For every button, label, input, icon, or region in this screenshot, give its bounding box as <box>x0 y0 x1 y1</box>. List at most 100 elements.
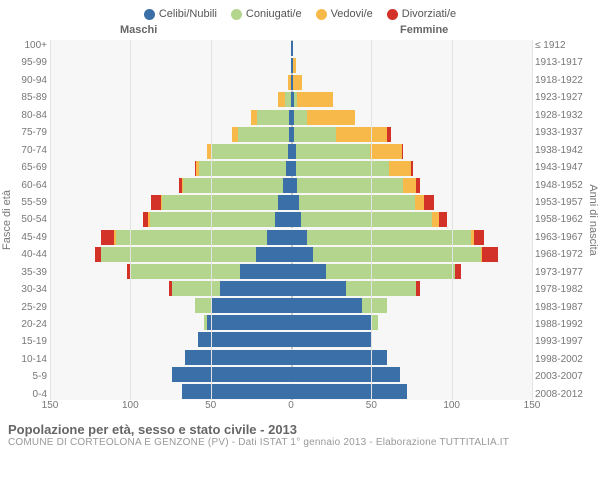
bar-segment-divorziati <box>474 230 484 245</box>
male-bar <box>50 144 291 159</box>
birth-label: 1998-2002 <box>535 354 586 365</box>
male-bar <box>50 178 291 193</box>
female-bar <box>291 92 532 107</box>
age-row <box>50 91 532 108</box>
x-tick-label: 100 <box>122 400 139 411</box>
legend-label: Celibi/Nubili <box>159 8 217 20</box>
bar-segment-vedovi <box>403 178 416 193</box>
male-bar <box>50 41 291 56</box>
legend-item-celibi: Celibi/Nubili <box>144 8 217 20</box>
legend-item-coniugati: Coniugati/e <box>231 8 302 20</box>
gridline <box>371 40 372 400</box>
birth-label: 1938-1942 <box>535 145 586 156</box>
age-label: 80-84 <box>14 110 47 121</box>
bar-segment-coniugati <box>294 110 307 125</box>
age-label: 15-19 <box>14 336 47 347</box>
birth-label: 1953-1957 <box>535 197 586 208</box>
bar-segment-celibi <box>185 350 291 365</box>
male-bar <box>50 350 291 365</box>
header-female: Femmine <box>400 24 448 36</box>
bar-segment-celibi <box>275 212 291 227</box>
age-row <box>50 349 532 366</box>
bar-segment-coniugati <box>211 144 288 159</box>
bars-container <box>50 40 532 400</box>
bar-segment-celibi <box>291 264 326 279</box>
female-bar <box>291 350 532 365</box>
age-row <box>50 177 532 194</box>
bar-segment-celibi <box>267 230 291 245</box>
bar-segment-vedovi <box>415 195 425 210</box>
chart-footer: Popolazione per età, sesso e stato civil… <box>0 416 600 456</box>
bar-segment-coniugati <box>195 298 211 313</box>
x-axis-labels: 15010050050100150 <box>50 400 532 416</box>
bar-segment-coniugati <box>238 127 289 142</box>
legend-swatch <box>316 9 327 20</box>
age-label: 95-99 <box>14 57 47 68</box>
birth-label: ≤ 1912 <box>535 40 586 51</box>
birth-label: 2003-2007 <box>535 371 586 382</box>
bar-segment-divorziati <box>387 127 390 142</box>
female-bar <box>291 384 532 399</box>
bar-segment-celibi <box>291 195 299 210</box>
age-row <box>50 74 532 91</box>
age-label: 60-64 <box>14 180 47 191</box>
plot-area <box>50 40 532 400</box>
gridline <box>130 40 131 400</box>
header-male: Maschi <box>120 24 157 36</box>
age-label: 10-14 <box>14 354 47 365</box>
male-bar <box>50 161 291 176</box>
male-bar <box>50 195 291 210</box>
age-row <box>50 263 532 280</box>
bar-segment-celibi <box>211 298 291 313</box>
age-row <box>50 211 532 228</box>
bar-segment-coniugati <box>101 247 255 262</box>
female-bar <box>291 315 532 330</box>
age-label: 30-34 <box>14 284 47 295</box>
population-pyramid-chart: Celibi/NubiliConiugati/eVedovi/eDivorzia… <box>0 0 600 456</box>
female-bar <box>291 230 532 245</box>
bar-segment-divorziati <box>416 281 419 296</box>
bar-segment-celibi <box>220 281 291 296</box>
bar-segment-celibi <box>291 298 362 313</box>
bar-segment-coniugati <box>301 212 433 227</box>
age-row <box>50 229 532 246</box>
female-bar <box>291 75 532 90</box>
female-bar <box>291 144 532 159</box>
legend-label: Vedovi/e <box>331 8 373 20</box>
x-tick-label: 150 <box>42 400 59 411</box>
female-bar <box>291 298 532 313</box>
age-label: 50-54 <box>14 214 47 225</box>
bar-segment-celibi <box>198 332 291 347</box>
bar-segment-vedovi <box>370 144 402 159</box>
bar-segment-coniugati <box>296 144 370 159</box>
bar-segment-celibi <box>240 264 291 279</box>
age-label: 85-89 <box>14 92 47 103</box>
bar-segment-celibi <box>291 315 371 330</box>
age-row <box>50 297 532 314</box>
bar-segment-celibi <box>207 315 291 330</box>
birth-label: 1978-1982 <box>535 284 586 295</box>
gridline <box>452 40 453 400</box>
bar-segment-divorziati <box>101 230 114 245</box>
birth-label: 1918-1922 <box>535 75 586 86</box>
bar-segment-coniugati <box>116 230 267 245</box>
y-axis-right-title: Anni di nascita <box>586 40 600 400</box>
bar-segment-celibi <box>291 332 371 347</box>
age-row <box>50 40 532 57</box>
bar-segment-coniugati <box>313 247 480 262</box>
birth-year-labels: ≤ 19121913-19171918-19221923-19271928-19… <box>532 40 586 400</box>
age-row <box>50 383 532 400</box>
female-bar <box>291 58 532 73</box>
bar-segment-celibi <box>291 247 313 262</box>
female-bar <box>291 110 532 125</box>
age-row <box>50 280 532 297</box>
bar-segment-divorziati <box>439 212 447 227</box>
x-tick-label: 100 <box>443 400 460 411</box>
age-row <box>50 366 532 383</box>
age-row <box>50 126 532 143</box>
legend: Celibi/NubiliConiugati/eVedovi/eDivorzia… <box>0 0 600 24</box>
x-tick-label: 150 <box>524 400 541 411</box>
bar-segment-vedovi <box>293 75 303 90</box>
male-bar <box>50 92 291 107</box>
bar-segment-coniugati <box>296 161 389 176</box>
